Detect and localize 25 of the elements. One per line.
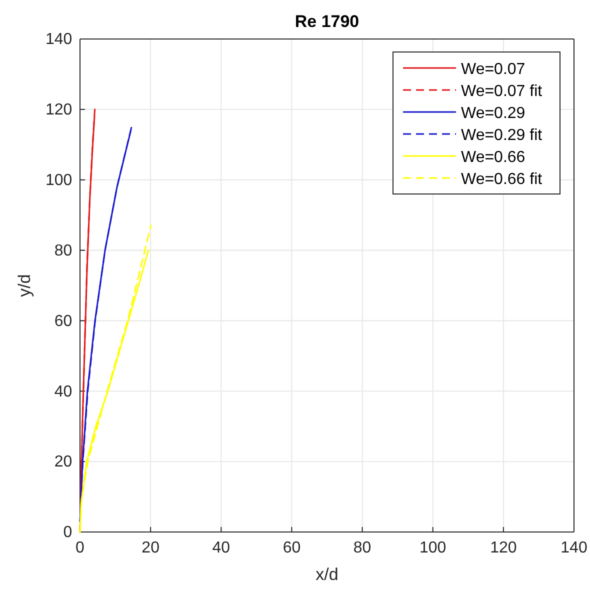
x-tick-label: 20 bbox=[142, 540, 160, 557]
x-tick-label: 0 bbox=[76, 540, 85, 557]
y-tick-label: 0 bbox=[63, 524, 72, 542]
x-axis-title: x/d bbox=[316, 565, 338, 584]
y-axis-title: y/d bbox=[15, 274, 34, 297]
y-tick-label: 120 bbox=[45, 102, 72, 119]
x-tick-label: 60 bbox=[282, 540, 301, 557]
legend-label: We=0.29 fit bbox=[461, 127, 543, 144]
y-tick-label: 60 bbox=[54, 312, 72, 330]
y-tick-label: 40 bbox=[54, 383, 72, 400]
x-tick-label: 100 bbox=[420, 540, 446, 557]
y-tick-label: 100 bbox=[45, 172, 72, 189]
x-tick-label: 140 bbox=[560, 540, 588, 557]
y-tick-label: 140 bbox=[45, 31, 72, 48]
legend-label: We=0.07 fit bbox=[461, 83, 543, 100]
y-tick-label: 20 bbox=[54, 454, 72, 471]
x-tick-label: 80 bbox=[353, 540, 372, 557]
legend-label: We=0.66 bbox=[461, 149, 526, 166]
legend-label: We=0.66 fit bbox=[461, 171, 543, 188]
x-tick-label: 120 bbox=[490, 540, 517, 557]
chart-title: Re 1790 bbox=[294, 12, 360, 31]
legend-label: We=0.29 bbox=[461, 105, 526, 122]
legend-label: We=0.07 bbox=[461, 61, 526, 78]
y-tick-label: 80 bbox=[54, 242, 72, 260]
x-tick-label: 40 bbox=[212, 540, 230, 557]
